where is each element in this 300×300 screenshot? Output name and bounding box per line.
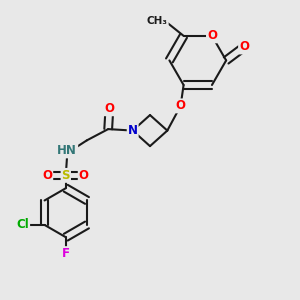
Text: O: O (104, 102, 114, 115)
Text: F: F (62, 247, 70, 260)
Text: CH₃: CH₃ (147, 16, 168, 26)
Text: S: S (61, 169, 70, 182)
Text: Cl: Cl (16, 218, 29, 232)
Text: N: N (128, 124, 138, 137)
Text: O: O (239, 40, 249, 53)
Text: O: O (79, 169, 89, 182)
Text: O: O (207, 29, 217, 42)
Text: O: O (42, 169, 52, 182)
Text: HN: HN (57, 144, 77, 158)
Text: O: O (176, 99, 186, 112)
